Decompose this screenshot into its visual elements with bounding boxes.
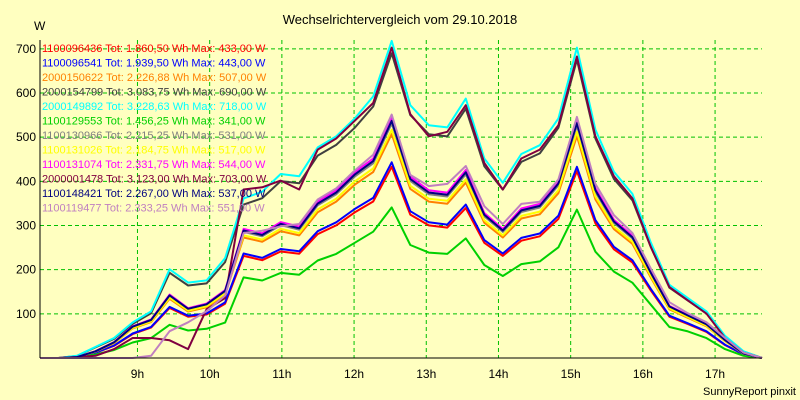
x-tick-label-17h: 17h <box>705 367 725 381</box>
x-tick-label-11h: 11h <box>272 367 291 381</box>
series-line-1100129553 <box>40 206 763 359</box>
x-tick-label-14h: 14h <box>488 367 508 381</box>
y-tick-label-500: 500 <box>16 130 36 144</box>
legend-entry-1100131074: 1100131074 Tot: 2.331,75 Wh Max: 544,00 … <box>42 159 266 171</box>
y-tick-label-100: 100 <box>16 307 36 321</box>
y-tick-label-600: 600 <box>16 86 36 100</box>
legend: 1100096436 Tot: 1.860,50 Wh Max: 433,00 … <box>42 43 267 215</box>
series-line-2000149892 <box>40 39 763 359</box>
y-tick-label-400: 400 <box>16 174 36 188</box>
legend-entry-2000001478: 2000001478 Tot: 3.123,00 Wh Max: 703,00 … <box>42 174 267 186</box>
legend-entry-1100148421: 1100148421 Tot: 2.267,00 Wh Max: 537,00 … <box>42 188 266 200</box>
legend-entry-1100129553: 1100129553 Tot: 1.456,25 Wh Max: 341,00 … <box>42 116 266 128</box>
series-line-1100148421 <box>40 119 763 359</box>
legend-entry-2000149892: 2000149892 Tot: 3.228,63 Wh Max: 718,00 … <box>42 101 267 113</box>
y-tick-label-300: 300 <box>16 219 36 233</box>
x-tick-label-15h: 15h <box>561 367 581 381</box>
x-tick-label-13h: 13h <box>416 367 436 381</box>
legend-entry-2000154799: 2000154799 Tot: 3.083,75 Wh Max: 690,00 … <box>42 87 267 99</box>
y-axis-unit: W <box>34 19 46 33</box>
series-line-1100096541 <box>40 161 763 359</box>
chart-title: Wechselrichtervergleich vom 29.10.2018 <box>283 12 518 27</box>
x-tick-label-10h: 10h <box>200 367 220 381</box>
credit-text: SunnyReport pinxit <box>703 386 796 398</box>
series-line-1100131026 <box>40 128 763 359</box>
legend-entry-1100119477: 1100119477 Tot: 2.333,25 Wh Max: 551,00 … <box>42 203 265 215</box>
x-tick-label-12h: 12h <box>344 367 364 381</box>
legend-entry-1100131026: 1100131026 Tot: 2.184,75 Wh Max: 517,00 … <box>42 145 266 157</box>
axes: 100 200 300 400 500 600 700 9h 10h 11h 12h 13h 14h 15… <box>16 40 762 381</box>
legend-entry-1100096541: 1100096541 Tot: 1.939,50 Wh Max: 443,00 … <box>42 58 266 70</box>
series-group <box>40 39 763 359</box>
legend-entry-1100130966: 1100130966 Tot: 2.215,25 Wh Max: 531,00 … <box>42 130 266 142</box>
grid <box>40 40 762 358</box>
x-tick-label-9h: 9h <box>131 367 144 381</box>
legend-entry-2000150622: 2000150622 Tot: 2.226,88 Wh Max: 507,00 … <box>42 72 267 84</box>
series-line-1100119477 <box>40 113 763 359</box>
series-line-2000001478 <box>40 46 763 359</box>
x-tick-label-16h: 16h <box>633 367 653 381</box>
legend-entry-1100096436: 1100096436 Tot: 1.860,50 Wh Max: 433,00 … <box>42 43 266 55</box>
y-tick-label-700: 700 <box>16 42 36 56</box>
y-tick-label-200: 200 <box>16 263 36 277</box>
